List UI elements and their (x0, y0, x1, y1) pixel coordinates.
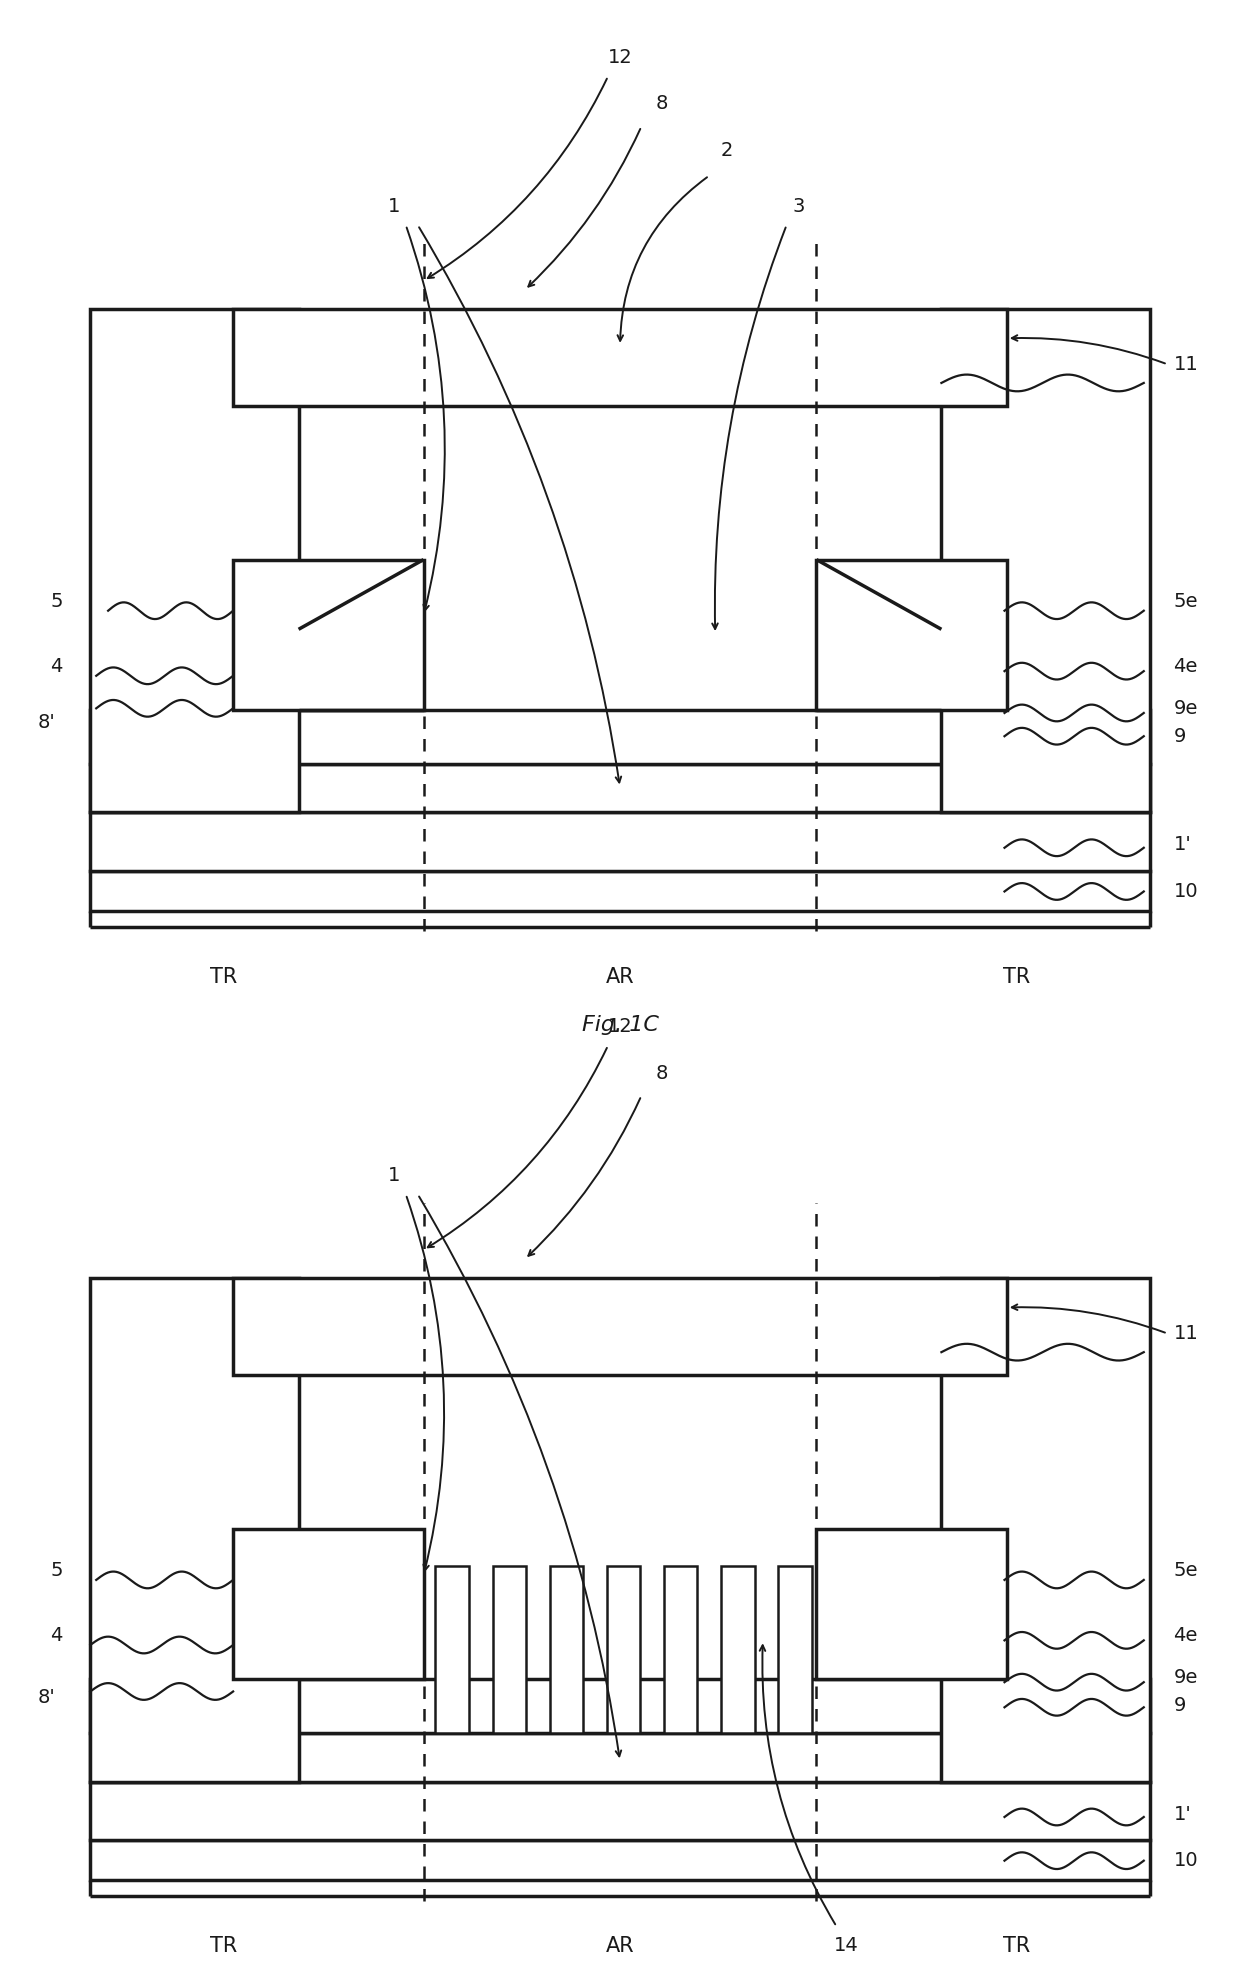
Text: 4e: 4e (1173, 1626, 1198, 1646)
Text: TR: TR (210, 967, 237, 987)
Text: 5: 5 (51, 591, 63, 611)
Text: 1: 1 (388, 1165, 401, 1185)
Text: 8': 8' (38, 712, 56, 732)
Bar (492, 1567, 526, 1733)
Text: 1': 1' (1173, 835, 1192, 854)
Text: TR: TR (1003, 967, 1030, 987)
Bar (549, 1567, 583, 1733)
Bar (665, 1567, 697, 1733)
Bar (91, 764, 1149, 813)
Text: 2: 2 (720, 140, 733, 160)
Bar (816, 560, 1007, 710)
Text: 14: 14 (833, 1936, 858, 1954)
Bar (941, 1278, 1149, 1782)
Bar (941, 309, 1149, 813)
Text: 4: 4 (51, 657, 63, 676)
Bar (91, 1733, 1149, 1782)
Text: 12: 12 (608, 47, 632, 67)
Bar (435, 1567, 469, 1733)
Text: 10: 10 (1173, 882, 1198, 900)
Bar (91, 813, 1149, 870)
Bar (91, 870, 1149, 912)
Text: 9e: 9e (1173, 698, 1198, 718)
Text: 4: 4 (51, 1626, 63, 1646)
Bar (233, 1278, 1007, 1375)
Text: 1: 1 (388, 196, 401, 216)
Text: 8': 8' (38, 1689, 56, 1707)
Text: 11: 11 (1173, 354, 1198, 374)
Text: TR: TR (210, 1936, 237, 1956)
Text: 1': 1' (1173, 1804, 1192, 1824)
Bar (91, 1679, 1149, 1733)
Text: 5e: 5e (1173, 1561, 1198, 1580)
Text: Fig. 1C: Fig. 1C (582, 1015, 658, 1034)
Bar (779, 1567, 812, 1733)
Bar (91, 309, 299, 813)
Bar (722, 1567, 754, 1733)
Text: 5: 5 (51, 1561, 63, 1580)
Text: 12: 12 (608, 1017, 632, 1036)
Bar (91, 1278, 299, 1782)
Bar (816, 1529, 1007, 1679)
Bar (91, 1782, 1149, 1840)
Bar (233, 1529, 424, 1679)
Text: 5e: 5e (1173, 591, 1198, 611)
Text: 4e: 4e (1173, 657, 1198, 676)
Text: AR: AR (605, 1936, 635, 1956)
Text: 3: 3 (792, 196, 805, 216)
Bar (606, 1567, 640, 1733)
Bar (233, 309, 1007, 405)
Text: AR: AR (605, 967, 635, 987)
Text: 10: 10 (1173, 1851, 1198, 1869)
Bar (91, 710, 1149, 764)
Text: 9: 9 (1173, 1695, 1185, 1715)
Text: TR: TR (1003, 1936, 1030, 1956)
Text: 9e: 9e (1173, 1667, 1198, 1687)
Bar (233, 560, 424, 710)
Text: 11: 11 (1173, 1323, 1198, 1343)
Text: 8: 8 (656, 95, 668, 113)
Bar (91, 1840, 1149, 1881)
Text: 8: 8 (656, 1064, 668, 1082)
Text: 9: 9 (1173, 726, 1185, 746)
